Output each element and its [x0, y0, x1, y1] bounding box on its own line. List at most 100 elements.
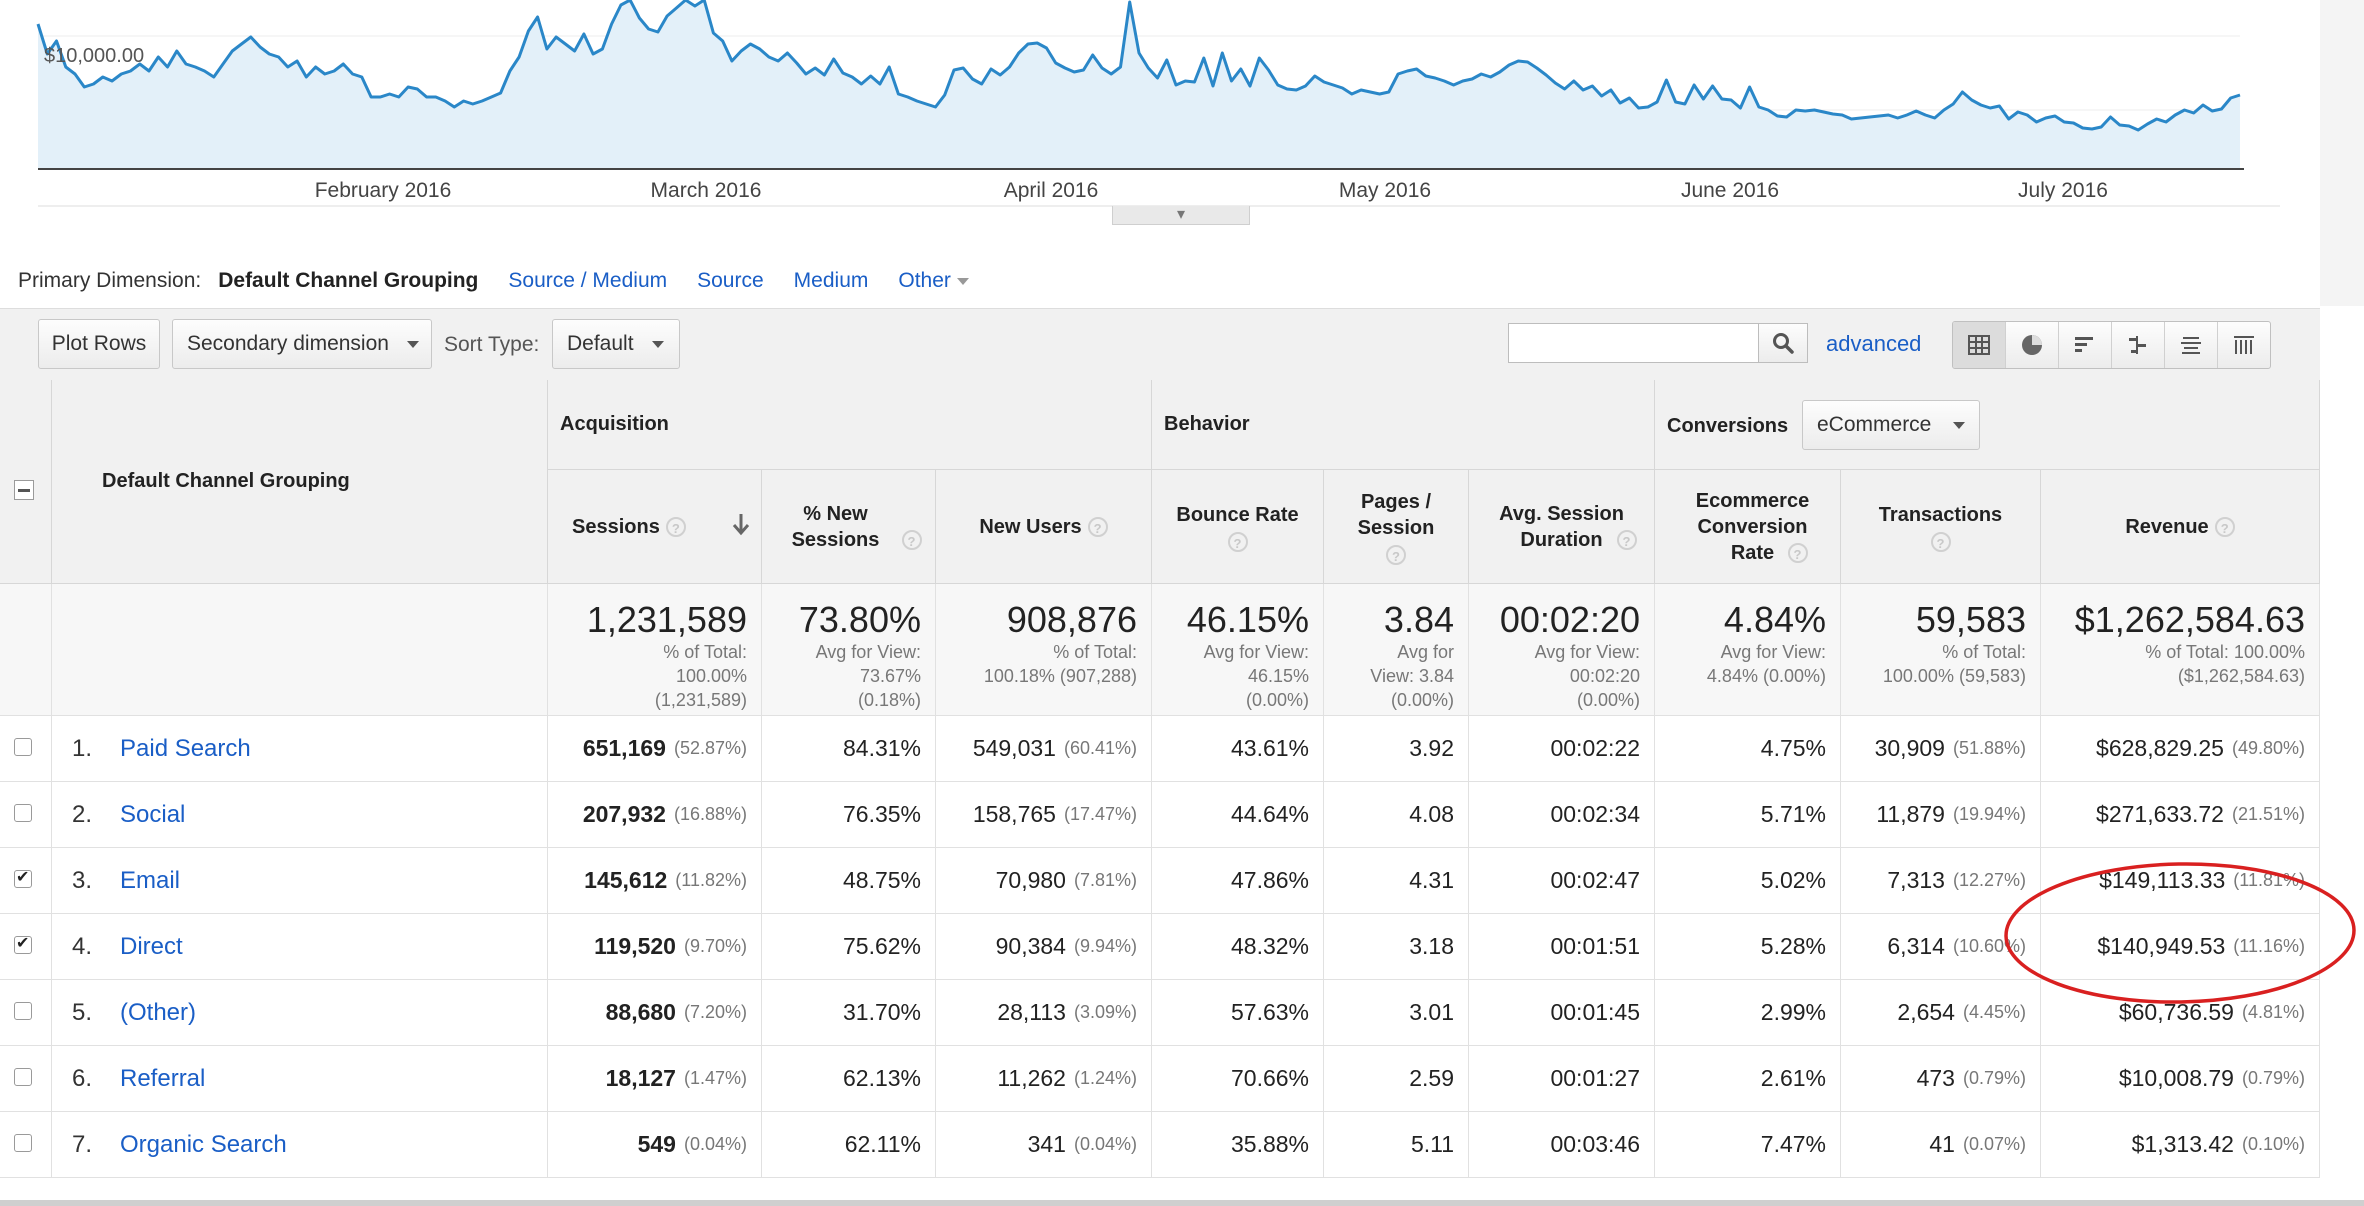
new-users-cell: 90,384 (9.94%)	[936, 914, 1152, 980]
channel-link[interactable]: Paid Search	[120, 734, 251, 762]
channel-link[interactable]: Organic Search	[120, 1130, 287, 1158]
row-index: 6.	[71, 1064, 92, 1092]
revenue-column-header[interactable]: Revenue?	[2041, 470, 2320, 584]
dimension-default-channel-grouping[interactable]: Default Channel Grouping	[218, 269, 479, 292]
help-icon[interactable]: ?	[1930, 531, 1951, 552]
select-all-checkbox[interactable]	[14, 480, 34, 500]
total-sub-line: % of Total: 100.00%	[2145, 642, 2305, 662]
pct-new-sessions-cell: 31.70%	[762, 980, 936, 1046]
caret-down-icon	[956, 277, 969, 285]
dimension-source[interactable]: Source	[697, 269, 764, 292]
bottom-edge	[0, 1200, 2364, 1206]
bounce-rate-cell: 44.64%	[1152, 782, 1324, 848]
dimension-source-medium[interactable]: Source / Medium	[508, 269, 668, 292]
avg-duration-cell: 00:01:45	[1469, 980, 1655, 1046]
transactions-cell: 6,314 (10.60%)	[1841, 914, 2041, 980]
avg-session-duration-column-header[interactable]: Avg. Session Duration?	[1469, 470, 1655, 584]
pct-new-sessions-column-header[interactable]: % New Sessions?	[762, 470, 936, 584]
metric-value: 35.88%	[1230, 1131, 1309, 1157]
metric-value: 5.28%	[1760, 933, 1826, 959]
metric-value: 7.47%	[1760, 1131, 1826, 1157]
avg-duration-cell: 00:02:47	[1469, 848, 1655, 914]
row-checkbox[interactable]	[14, 1134, 32, 1152]
metric-value: 00:02:47	[1550, 867, 1640, 893]
conversions-type-dropdown[interactable]: eCommerce	[1802, 400, 1981, 450]
help-icon[interactable]: ?	[1787, 543, 1808, 564]
metric-value: 84.31%	[842, 735, 921, 761]
metric-value: 2.99%	[1760, 999, 1826, 1025]
help-icon[interactable]: ?	[1087, 516, 1108, 537]
metric-value: 43.61%	[1230, 735, 1309, 761]
help-icon[interactable]: ?	[1386, 544, 1406, 565]
acquisition-group-header: Acquisition	[548, 380, 1152, 470]
pages-per-session-column-header[interactable]: Pages / Session?	[1324, 470, 1469, 584]
metric-value: 70,980	[995, 867, 1066, 893]
totals-select-cell	[0, 584, 52, 716]
transactions-column-header[interactable]: Transactions?	[1841, 470, 2041, 584]
ecom-conv-cell: 7.47%	[1655, 1112, 1841, 1178]
total-sub-line: 100.00%	[675, 666, 747, 686]
view-table-button[interactable]	[1953, 322, 2006, 368]
ecommerce-conversion-rate-column-header[interactable]: Ecommerce Conversion Rate?	[1655, 470, 1841, 584]
help-icon[interactable]: ?	[1227, 531, 1248, 552]
view-performance-button[interactable]	[2059, 322, 2112, 368]
bounce-rate-column-header[interactable]: Bounce Rate?	[1152, 470, 1324, 584]
total-sub-line: 46.15%	[1247, 666, 1309, 686]
row-index: 2.	[71, 800, 92, 828]
metric-percent: (1.24%)	[1073, 1068, 1137, 1088]
revenue-cell: $140,949.53 (11.16%)	[2041, 914, 2320, 980]
total-pages-session: 3.84 Avg for View: 3.84 (0.00%)	[1324, 584, 1469, 716]
metric-percent: (16.88%)	[673, 804, 747, 824]
view-term-cloud-button[interactable]	[2165, 322, 2218, 368]
metric-percent: (4.45%)	[1962, 1002, 2026, 1022]
help-icon[interactable]: ?	[2214, 516, 2235, 537]
search-button[interactable]	[1758, 323, 1808, 363]
chevron-down-icon: ▾	[1176, 206, 1186, 223]
total-sub-line: (0.00%)	[1576, 690, 1640, 710]
channel-link[interactable]: (Other)	[120, 998, 197, 1026]
metric-value: 70.66%	[1230, 1065, 1309, 1091]
metric-value: 651,169	[582, 735, 666, 761]
total-sub-line: 100.18% (907,288)	[983, 666, 1137, 686]
ecom-conv-cell: 5.02%	[1655, 848, 1841, 914]
help-icon[interactable]: ?	[665, 516, 686, 537]
table-search-input[interactable]	[1508, 323, 1760, 363]
row-select-cell	[0, 1046, 52, 1112]
row-checkbox[interactable]	[14, 738, 32, 756]
row-checkbox[interactable]	[14, 1002, 32, 1020]
sessions-cell: 88,680 (7.20%)	[548, 980, 762, 1046]
sessions-cell: 651,169 (52.87%)	[548, 716, 762, 782]
row-checkbox[interactable]	[14, 933, 32, 954]
help-icon[interactable]: ?	[1616, 530, 1637, 551]
new-users-column-header[interactable]: New Users?	[936, 470, 1152, 584]
total-sub-line: (0.00%)	[1245, 690, 1309, 710]
row-checkbox[interactable]	[14, 804, 32, 822]
collapse-chart-button[interactable]: ▾	[1112, 206, 1250, 225]
view-pivot-button[interactable]	[2218, 322, 2270, 368]
channel-link[interactable]: Direct	[120, 932, 183, 960]
channel-link[interactable]: Social	[120, 800, 186, 828]
help-icon[interactable]: ?	[901, 530, 922, 551]
new-users-cell: 28,113 (3.09%)	[936, 980, 1152, 1046]
dimension-other-dropdown[interactable]: Other	[898, 269, 969, 293]
view-comparison-button[interactable]	[2112, 322, 2165, 368]
row-checkbox[interactable]	[14, 867, 32, 888]
plot-rows-button[interactable]: Plot Rows	[38, 319, 160, 369]
dimension-column-header[interactable]: Default Channel Grouping	[52, 380, 548, 584]
sort-type-dropdown[interactable]: Default	[552, 319, 680, 369]
view-pie-button[interactable]	[2006, 322, 2059, 368]
total-transactions-value: 59,583	[1915, 599, 2026, 640]
dimension-medium[interactable]: Medium	[793, 269, 869, 292]
sessions-column-header[interactable]: Sessions?	[548, 470, 762, 584]
metric-percent: (9.70%)	[683, 936, 747, 956]
pivot-icon	[2234, 336, 2254, 354]
row-checkbox[interactable]	[14, 1068, 32, 1086]
bounce-rate-cell: 57.63%	[1152, 980, 1324, 1046]
total-sub-line: ($1,262,584.63)	[2177, 666, 2305, 686]
channel-link[interactable]: Referral	[120, 1064, 206, 1092]
secondary-dimension-dropdown[interactable]: Secondary dimension	[172, 319, 432, 369]
channel-link[interactable]: Email	[120, 866, 181, 894]
advanced-filter-link[interactable]: advanced	[1826, 331, 1922, 356]
metric-percent: (3.09%)	[1073, 1002, 1137, 1022]
metric-value: $60,736.59	[2118, 999, 2234, 1025]
